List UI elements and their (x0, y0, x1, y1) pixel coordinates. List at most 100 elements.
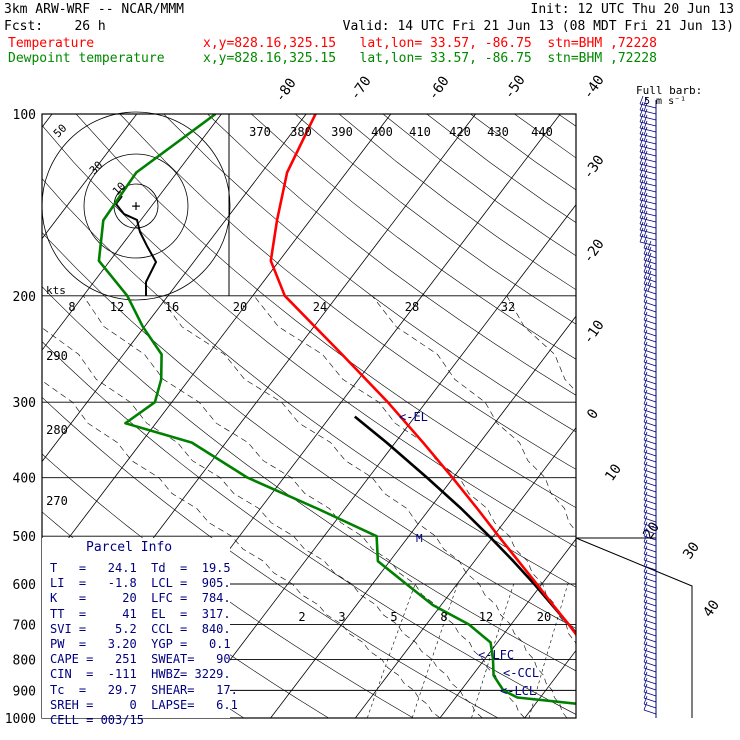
theta-label: 430 (487, 125, 509, 139)
isotherm-line (185, 204, 576, 718)
wind-barb-feather (643, 257, 648, 267)
wind-barb-feather (639, 197, 644, 207)
wind-barb-feather (643, 359, 648, 369)
wind-barb-feather (643, 192, 648, 202)
parcel-info-row: PW = 3.20 YGP = 0.1 (50, 637, 231, 652)
dry-adiabat-line (295, 114, 576, 325)
dewpoint-line (97, 114, 576, 705)
wind-barb (639, 143, 657, 157)
parcel-info-row: SREH = 0 LAPSE= 6.1 (50, 697, 238, 712)
init-time: Init: 12 UTC Thu 20 Jun 13 (530, 2, 735, 17)
wind-barb-feather (643, 491, 648, 501)
dry-adiabat-line (470, 114, 576, 191)
wind-barb-feather (643, 335, 648, 345)
dry-adiabat-line (690, 114, 740, 718)
wind-barb-feather (643, 545, 648, 555)
wind-barb-shaft (639, 241, 657, 247)
wind-barb-feather (643, 455, 648, 465)
wind-barb-feather (639, 185, 644, 195)
wind-barb-feather (639, 107, 644, 117)
wind-barb-feather (643, 605, 648, 615)
wind-barb-feather (643, 228, 648, 238)
parcel-info-row: TT = 41 EL = 317. (50, 606, 231, 621)
mixing-ratio-line (581, 584, 617, 718)
wind-barb-feather (643, 695, 648, 705)
hodograph-ring-label: 50 (51, 122, 70, 141)
wind-barb-feather (643, 281, 648, 291)
wind-barb (639, 119, 657, 133)
wind-barb-feather (643, 275, 648, 285)
pressure-tick-label: 100 (13, 108, 36, 123)
wind-barb-feather (643, 575, 648, 585)
pressure-tick-label: 200 (13, 290, 36, 305)
wind-barb-feather (643, 653, 648, 663)
wind-barb-feather (643, 677, 648, 687)
hodograph-center-marker: + (131, 197, 140, 215)
parcel-info-row: LI = -1.8 LCL = 905. (50, 576, 231, 591)
wind-barb-feather (643, 515, 648, 525)
theta-label: 380 (290, 125, 312, 139)
lcl-marker: <-LCL (500, 684, 536, 698)
wind-barb-feather (647, 276, 652, 286)
wind-barb-feather (643, 647, 648, 657)
wind-barb-feather (643, 419, 648, 429)
wind-barb-feather (643, 341, 648, 351)
wind-barb-feather (643, 401, 648, 411)
wind-barb-shaft (639, 169, 657, 175)
wind-barb-feather (643, 174, 648, 184)
wind-barb-feather (647, 246, 652, 256)
wind-barb-feather (643, 563, 648, 573)
wind-barb-feather (643, 701, 648, 711)
wind-barb-feather (639, 167, 644, 177)
wind-barb-feather (643, 216, 648, 226)
isotherm-line (270, 315, 576, 718)
hodograph-speed-label: 24 (313, 300, 327, 314)
isotherm-label: -10 (580, 317, 608, 347)
isotherm-label: -40 (580, 72, 608, 102)
wind-barb-feather (643, 126, 648, 136)
wind-barb-feather (643, 485, 648, 495)
moist-adiabat-line (371, 295, 576, 532)
wind-barb (639, 227, 657, 241)
wind-barb-feather (647, 264, 652, 274)
theta-label: 280 (46, 423, 68, 437)
theta-label: 420 (449, 125, 471, 139)
lfc-marker: <-LFC (478, 648, 514, 662)
theta-label: 270 (46, 494, 68, 508)
isotherm-line (439, 538, 576, 718)
wind-barb-feather (643, 198, 648, 208)
dry-adiabat-line (251, 114, 576, 360)
dry-adiabat-line (42, 396, 499, 718)
wind-barb-feather (639, 179, 644, 189)
wind-barb-feather (643, 323, 648, 333)
wind-barb-shaft (639, 115, 657, 121)
parcel-info-row: T = 24.1 Td = 19.5 (50, 561, 231, 575)
theta-label: 290 (46, 349, 68, 363)
wind-barb (639, 185, 657, 199)
mixing-ratio-label: 8 (440, 610, 447, 624)
valid-time: Valid: 14 UTC Fri 21 Jun 13 (08 MDT Fri … (342, 19, 734, 34)
mixing-ratio-label: 2 (298, 610, 305, 624)
pressure-tick-label: 900 (13, 684, 36, 699)
wind-barb-feather (643, 96, 648, 106)
isotherm-label: -30 (580, 152, 608, 182)
isotherm-label: -70 (347, 73, 375, 103)
wind-barb (639, 113, 657, 127)
wind-barb-shaft (639, 199, 657, 205)
wind-barb (639, 167, 657, 181)
wind-barb-feather (639, 143, 644, 153)
parcel-info-row: CIN = -111 HWBZ= 3229. (50, 667, 231, 682)
isotherm-line (524, 649, 576, 718)
wind-barb-feather (643, 102, 648, 112)
parcel-info-row: K = 20 LFC = 784. (50, 591, 231, 606)
wind-barb-feather (643, 108, 648, 118)
wind-barb-shaft (639, 127, 657, 133)
wind-barb-shaft (639, 109, 657, 115)
wind-barb-feather (643, 425, 648, 435)
wind-barb-feather (643, 623, 648, 633)
wind-barb-feather (643, 251, 648, 261)
isotherm-label: 30 (680, 539, 703, 562)
wind-barb-feather (643, 539, 648, 549)
dry-adiabat-line (163, 114, 576, 433)
